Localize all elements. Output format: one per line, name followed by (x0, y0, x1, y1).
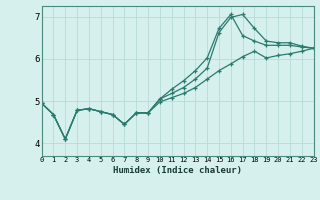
X-axis label: Humidex (Indice chaleur): Humidex (Indice chaleur) (113, 166, 242, 175)
